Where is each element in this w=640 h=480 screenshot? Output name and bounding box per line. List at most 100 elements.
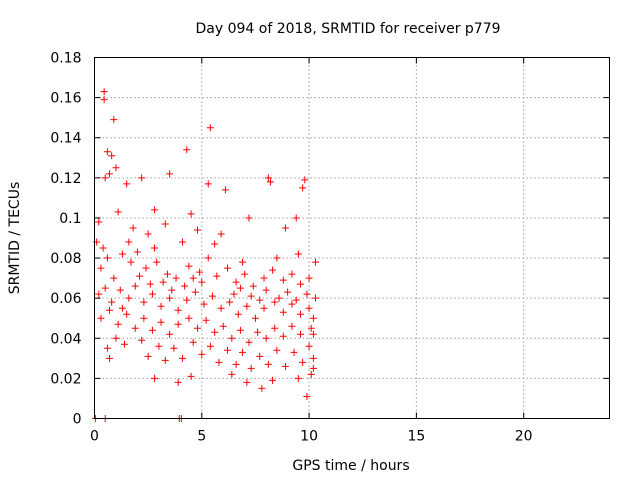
- data-point: [174, 320, 182, 328]
- data-point: [232, 278, 240, 286]
- data-point: [116, 286, 124, 294]
- data-point: [245, 214, 253, 222]
- data-point: [206, 342, 214, 350]
- data-point: [271, 298, 279, 306]
- data-point: [292, 296, 300, 304]
- data-point: [103, 344, 111, 352]
- data-point: [297, 310, 304, 318]
- data-points: [92, 88, 320, 422]
- data-point: [97, 264, 105, 272]
- x-tick-label: 10: [300, 429, 318, 445]
- data-point: [249, 282, 257, 290]
- data-point: [309, 364, 317, 372]
- data-point: [288, 270, 296, 278]
- data-point: [309, 314, 317, 322]
- data-point: [256, 352, 264, 360]
- data-point: [148, 290, 156, 298]
- data-point: [97, 314, 105, 322]
- data-point: [239, 348, 247, 356]
- data-point: [309, 330, 317, 338]
- y-tick-label: 0.02: [50, 371, 81, 387]
- data-point: [157, 318, 165, 326]
- data-point: [95, 290, 103, 298]
- data-point: [301, 176, 309, 184]
- data-point: [189, 338, 197, 346]
- data-point: [200, 300, 208, 308]
- data-point: [187, 210, 195, 218]
- x-axis-label: GPS time / hours: [292, 458, 409, 474]
- data-point: [224, 346, 232, 354]
- data-point: [183, 296, 191, 304]
- data-point: [288, 322, 296, 330]
- data-point: [129, 224, 137, 232]
- data-point: [303, 392, 311, 400]
- data-point: [146, 280, 154, 288]
- data-point: [213, 272, 221, 280]
- data-point: [136, 272, 144, 280]
- data-point: [269, 266, 277, 274]
- data-point: [271, 324, 279, 332]
- data-point: [125, 238, 133, 246]
- y-tick-label: 0.04: [50, 331, 81, 347]
- x-tick-label: 5: [197, 429, 206, 445]
- data-point: [256, 296, 264, 304]
- data-point: [290, 348, 298, 356]
- data-point: [312, 258, 320, 266]
- data-point: [185, 314, 193, 322]
- data-point: [262, 334, 270, 342]
- data-point: [204, 254, 212, 262]
- data-point: [217, 230, 225, 238]
- data-point: [101, 174, 109, 182]
- data-point: [217, 304, 225, 312]
- data-point: [106, 306, 114, 314]
- data-point: [266, 178, 274, 186]
- data-point: [273, 346, 281, 354]
- data-point: [294, 250, 302, 258]
- data-point: [112, 334, 120, 342]
- data-point: [258, 384, 266, 392]
- data-point: [121, 340, 129, 348]
- data-point: [224, 264, 232, 272]
- data-point: [299, 358, 307, 366]
- data-point: [236, 284, 244, 292]
- data-point: [279, 308, 287, 316]
- data-point: [131, 282, 139, 290]
- data-point: [174, 306, 182, 314]
- data-point: [243, 378, 251, 386]
- data-point: [292, 214, 300, 222]
- data-point: [118, 304, 126, 312]
- data-point: [106, 170, 114, 178]
- data-point: [166, 330, 174, 338]
- data-point: [198, 350, 206, 358]
- data-point: [108, 298, 116, 306]
- data-point: [243, 302, 251, 310]
- data-point: [166, 170, 174, 178]
- plot-frame: [94, 57, 610, 419]
- data-point: [247, 292, 255, 300]
- grid-lines: [94, 57, 610, 419]
- data-point: [100, 88, 108, 96]
- data-point: [204, 180, 212, 188]
- data-point: [166, 294, 174, 302]
- data-point: [110, 274, 118, 282]
- data-point: [95, 218, 103, 226]
- data-point: [103, 148, 111, 156]
- data-point: [230, 290, 238, 298]
- data-point: [305, 342, 313, 350]
- data-point: [103, 254, 111, 262]
- data-point: [234, 310, 242, 318]
- data-point: [191, 288, 199, 296]
- data-point: [275, 294, 283, 302]
- data-point: [194, 226, 201, 234]
- y-axis-label: SRMTID / TECUs: [7, 182, 23, 295]
- data-point: [151, 206, 159, 214]
- data-point: [178, 238, 186, 246]
- data-point: [288, 300, 296, 308]
- x-tick-label: 20: [515, 429, 533, 445]
- data-point: [245, 338, 253, 346]
- data-point: [127, 258, 135, 266]
- data-point: [239, 258, 247, 266]
- data-point: [161, 356, 169, 364]
- data-point: [251, 314, 259, 322]
- data-point: [108, 152, 116, 160]
